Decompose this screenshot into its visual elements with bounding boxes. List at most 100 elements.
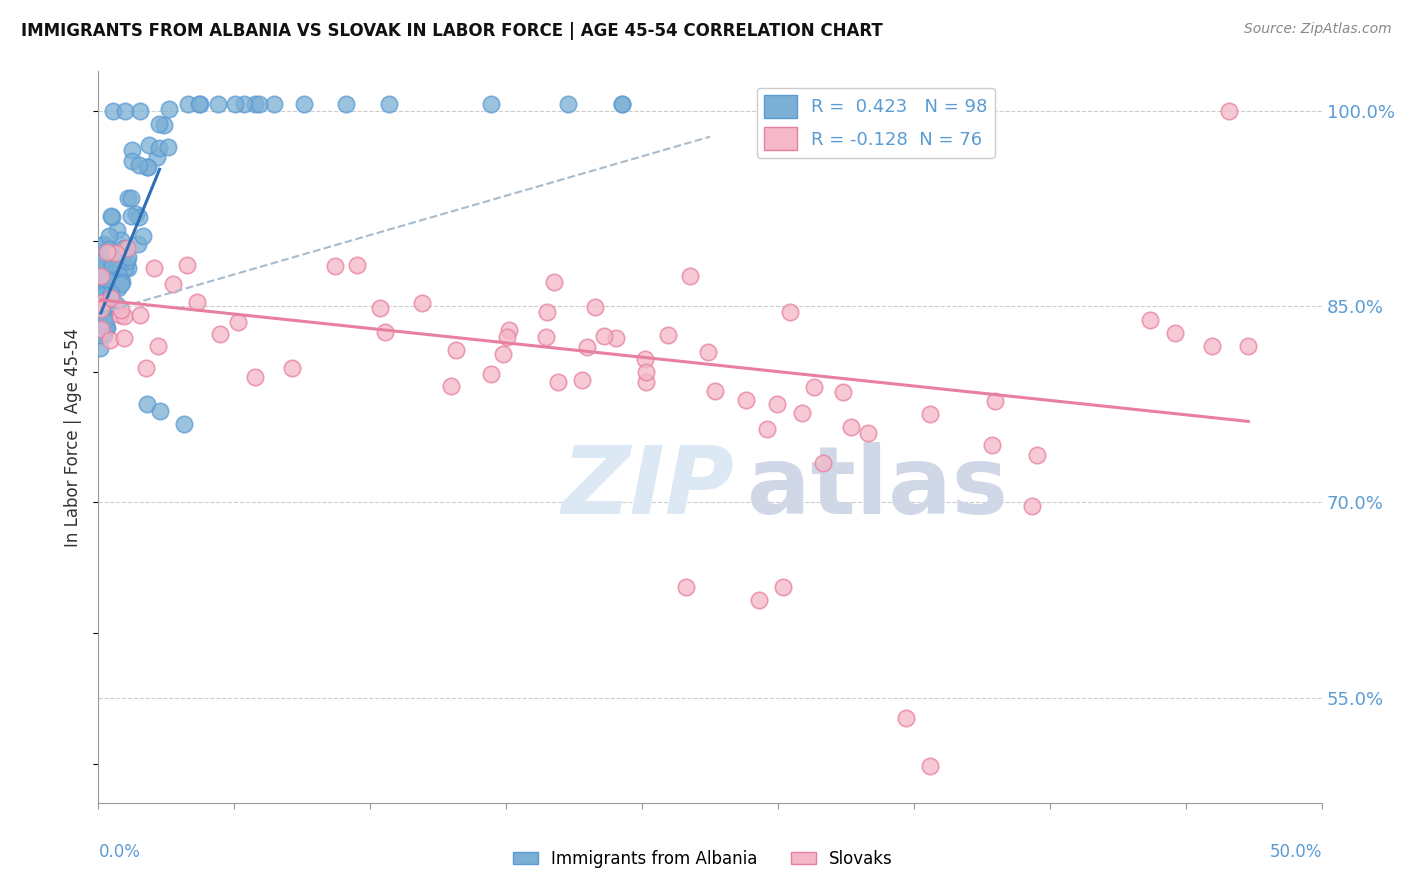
Point [1218, 103, 1240, 118]
Point [534, 330, 557, 344]
Point [129, 308, 152, 322]
Point [89, 295, 111, 310]
Point [93, 260, 115, 274]
Point [368, 301, 391, 315]
Point [107, 280, 129, 294]
Point [636, 365, 658, 379]
Point [110, 302, 132, 317]
Point [94, 272, 117, 286]
Point [89, 287, 111, 301]
Point [135, 361, 157, 376]
Point [138, 138, 160, 153]
Point [111, 252, 134, 267]
Point [105, 298, 128, 312]
Point [479, 367, 502, 381]
Point [208, 326, 231, 341]
Point [108, 308, 131, 322]
Point [766, 397, 789, 411]
Point [101, 103, 124, 118]
Point [557, 97, 579, 112]
Point [97, 269, 120, 284]
Point [177, 97, 200, 112]
Point [89, 271, 111, 285]
Point [89, 296, 111, 310]
Point [145, 150, 167, 164]
Point [96, 245, 118, 260]
Point [920, 408, 942, 422]
Point [207, 97, 229, 112]
Text: ZIP: ZIP [561, 442, 734, 534]
Point [98, 281, 121, 295]
Point [479, 97, 502, 112]
Point [93, 311, 115, 326]
Point [94, 278, 117, 293]
Point [128, 210, 150, 224]
Point [920, 759, 942, 773]
Point [94, 319, 117, 334]
Point [136, 397, 159, 411]
Point [143, 261, 166, 276]
Point [89, 342, 111, 356]
Point [176, 258, 198, 272]
Point [110, 277, 132, 292]
Point [148, 140, 170, 154]
Point [335, 97, 357, 112]
Point [496, 330, 519, 344]
Point [93, 308, 115, 322]
Point [536, 304, 558, 318]
Point [1237, 339, 1260, 353]
Point [117, 251, 139, 265]
Point [748, 593, 770, 607]
Point [173, 417, 195, 431]
Point [593, 329, 616, 343]
Text: Source: ZipAtlas.com: Source: ZipAtlas.com [1244, 22, 1392, 37]
Point [117, 191, 139, 205]
Point [97, 229, 120, 244]
Point [125, 207, 148, 221]
Point [634, 352, 657, 367]
Point [571, 373, 593, 387]
Point [100, 257, 122, 271]
Point [224, 97, 246, 112]
Point [136, 160, 159, 174]
Point [90, 302, 112, 317]
Point [110, 252, 132, 266]
Point [772, 580, 794, 594]
Point [983, 393, 1005, 408]
Point [498, 323, 520, 337]
Point [779, 305, 801, 319]
Point [981, 438, 1004, 452]
Point [1139, 312, 1161, 326]
Point [101, 210, 124, 224]
Text: atlas: atlas [747, 442, 1008, 534]
Point [112, 241, 135, 255]
Point [1164, 326, 1187, 340]
Point [153, 118, 176, 132]
Point [112, 330, 135, 344]
Point [120, 191, 142, 205]
Point [121, 144, 143, 158]
Point [98, 243, 121, 257]
Point [93, 327, 115, 342]
Point [610, 97, 633, 112]
Point [148, 117, 170, 131]
Point [292, 97, 315, 112]
Point [117, 260, 139, 275]
Point [89, 301, 111, 316]
Point [110, 233, 132, 247]
Text: 0.0%: 0.0% [98, 843, 141, 861]
Point [117, 254, 139, 268]
Point [131, 229, 153, 244]
Point [583, 300, 606, 314]
Point [105, 222, 128, 236]
Point [1201, 339, 1223, 353]
Point [634, 375, 657, 389]
Point [149, 404, 172, 418]
Point [89, 245, 111, 260]
Point [697, 345, 720, 359]
Point [378, 97, 401, 112]
Point [90, 296, 112, 310]
Point [894, 711, 917, 725]
Point [128, 158, 150, 172]
Point [1021, 499, 1043, 513]
